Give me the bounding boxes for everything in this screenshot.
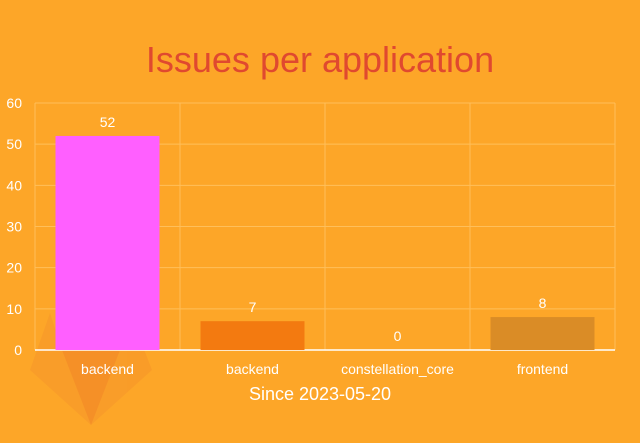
x-tick-label: frontend (517, 361, 568, 377)
x-axis-label: Since 2023-05-20 (249, 384, 391, 404)
x-axis-ticks: backend backend constellation_core frontend (81, 361, 568, 377)
chart-title: Issues per application (146, 39, 494, 80)
data-labels: 52 7 0 8 (100, 114, 547, 344)
bars (55, 135, 595, 350)
y-axis-ticks: 0 10 20 30 40 50 60 (6, 95, 22, 358)
y-tick-label: 40 (6, 177, 22, 193)
y-tick-label: 20 (6, 260, 22, 276)
gitlab-logo-watermark (30, 313, 152, 425)
y-tick-label: 60 (6, 95, 22, 111)
bar (200, 321, 305, 350)
data-label: 8 (539, 295, 547, 311)
y-tick-label: 0 (14, 342, 22, 358)
y-tick-label: 10 (6, 301, 22, 317)
data-label: 52 (100, 114, 116, 130)
x-tick-label: constellation_core (341, 361, 454, 377)
data-label: 7 (249, 299, 257, 315)
y-tick-label: 30 (6, 219, 22, 235)
x-tick-label: backend (81, 361, 134, 377)
data-label: 0 (394, 328, 402, 344)
y-tick-label: 50 (6, 136, 22, 152)
bar (490, 317, 595, 350)
bar (55, 135, 160, 350)
x-tick-label: backend (226, 361, 279, 377)
